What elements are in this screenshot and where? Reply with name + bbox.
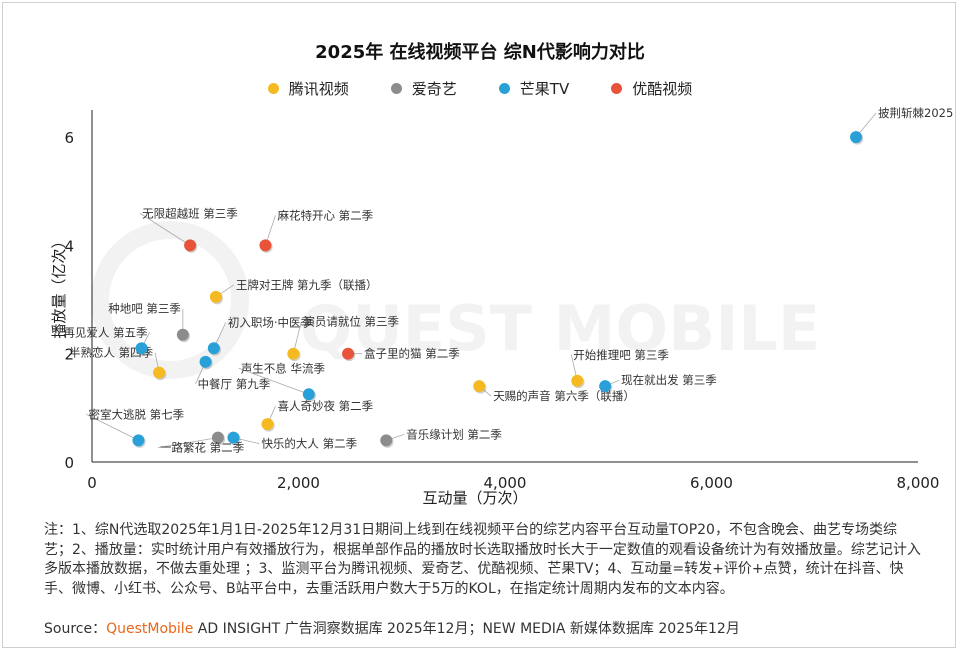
point-label: 演员请就位 第三季 [303,315,399,329]
data-point [342,347,355,360]
data-point [227,431,240,444]
point-label: 半熟恋人 第四季 [69,346,154,360]
y-tick-label: 4 [64,237,74,255]
x-tick-label: 8,000 [897,474,940,492]
source-rest: AD INSIGHT 广告洞察数据库 2025年12月；NEW MEDIA 新媒… [193,621,740,637]
point-label: 王牌对王牌 第九季（联播） [236,278,378,292]
point-label: 现在就出发 第三季 [621,373,717,387]
y-tick-label: 6 [64,129,74,147]
data-point [184,239,197,252]
x-tick-label: 0 [87,474,97,492]
data-point [211,431,224,444]
point-label: 盒子里的猫 第二季 [364,347,460,361]
legend-item: 腾讯视频 [267,78,349,99]
data-point [153,366,166,379]
data-point [176,328,189,341]
leader-line [86,413,139,441]
point-label: 初入职场·中医季 [228,315,313,329]
legend-item: 爱奇艺 [390,78,457,99]
data-point [599,380,612,393]
x-tick-label: 4,000 [484,474,527,492]
source-brand: QuestMobile [106,621,194,637]
data-point [207,342,220,355]
data-point [261,418,274,431]
y-axis-title: 播放量（亿次） [50,233,68,338]
legend-label: 爱奇艺 [411,80,457,98]
footnote: 注：1、综N代选取2025年1月1日-2025年12月31日期间上线到在线视频平… [44,521,924,599]
legend-label: 腾讯视频 [288,80,349,98]
point-label: 快乐的大人 第二季 [261,437,357,451]
data-point [259,239,272,252]
leader-line [157,437,219,449]
point-label: 中餐厅 第九季 [198,377,271,391]
legend-marker [267,83,279,94]
leader-line [238,367,309,395]
point-label: 披荆斩棘2025 [878,106,953,120]
y-tick-label: 2 [64,346,74,364]
legend-marker [611,83,623,94]
data-point [380,434,393,447]
point-label: 天赐的声音 第六季（联播） [493,389,635,403]
data-point [302,388,315,401]
point-label: 种地吧 第三季 [108,302,181,316]
point-label: 密室大逃脱 第七季 [88,407,184,421]
x-axis-title: 互动量（万次） [422,489,527,507]
legend-marker [498,83,510,94]
data-point [135,342,148,355]
y-tick-label: 0 [64,454,74,472]
footnote-text: 注：1、综N代选取2025年1月1日-2025年12月31日期间上线到在线视频平… [44,522,921,597]
watermark-logo [91,221,249,379]
source-line: Source：QuestMobile AD INSIGHT 广告洞察数据库 20… [44,618,740,638]
data-point [209,290,222,303]
source-prefix: Source： [44,621,107,637]
leader-line [139,213,191,246]
point-label: 开始推理吧 第三季 [573,348,669,362]
point-label: 无限超越班 第三季 [142,206,238,220]
point-label: 喜人奇妙夜 第二季 [278,399,374,413]
point-label: 一路繁花 第二季 [160,441,245,455]
point-label: 声生不息 华流季 [241,361,326,375]
legend-label: 优酷视频 [632,80,693,98]
legend: 腾讯视频 爱奇艺 芒果TV 优酷视频 [0,78,960,99]
x-tick-label: 2,000 [277,474,320,492]
data-point [571,374,584,387]
legend-item: 优酷视频 [611,78,692,99]
point-label: 音乐缘计划 第二季 [406,427,502,441]
scatter-plot: QUEST MOBILE 0 2,000 4,000 6,000 8,000 0 2 4 6 互动量… [50,106,953,507]
point-label: 再见爱人 第五季 [63,325,148,339]
x-tick-label: 6,000 [690,474,733,492]
point-label: 麻花特开心 第二季 [277,208,373,222]
data-point [850,131,863,144]
data-point [132,434,145,447]
watermark: QUEST MOBILE [300,292,821,365]
data-point [287,347,300,360]
legend-item: 芒果TV [498,78,570,99]
legend-label: 芒果TV [519,80,570,98]
chart-title: 2025年 在线视频平台 综N代影响力对比 [315,42,645,63]
data-point [199,355,212,368]
data-point [473,380,486,393]
legend-marker [390,83,402,94]
